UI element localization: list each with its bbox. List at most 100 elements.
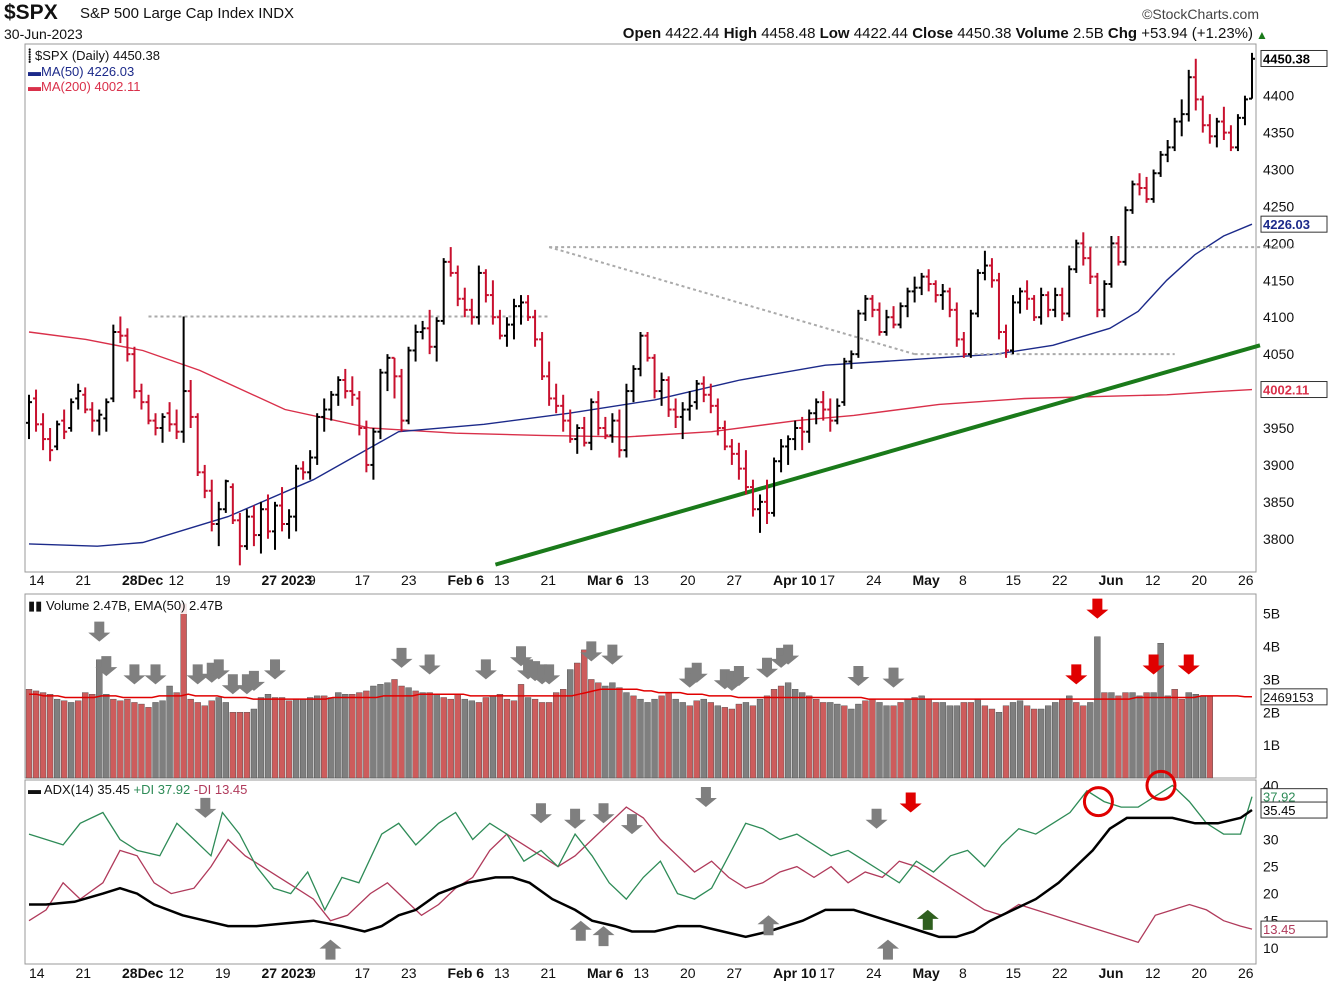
volume-bar: [1108, 692, 1115, 779]
volume-bar: [890, 705, 897, 779]
price-bar: [82, 387, 89, 414]
price-x-tick-label: 19: [215, 572, 231, 588]
volume-bar: [799, 692, 806, 779]
volume-bar: [560, 689, 567, 779]
adx-peak-circle-icon: [1145, 769, 1177, 801]
volume-bar: [1101, 692, 1108, 779]
volume-bar: [496, 694, 504, 779]
price-bar: [749, 479, 756, 517]
volume-bar: [939, 702, 946, 779]
volume-bar: [398, 685, 405, 779]
price-bar: [967, 309, 974, 358]
adx-x-tick-label: 20: [680, 965, 696, 981]
price-bar: [1199, 95, 1206, 133]
price-bar: [602, 416, 609, 440]
volume-bar: [953, 705, 960, 779]
adx-gray-up-arrow-icon: [569, 920, 592, 941]
price-bar: [75, 383, 82, 410]
volume-bar: [749, 705, 757, 779]
volume-bar: [468, 700, 475, 779]
downtrend-line: [548, 246, 915, 356]
volume-bar: [841, 705, 848, 779]
volume-gray-down-arrow-icon: [95, 656, 118, 677]
price-legend-label: $SPX (Daily) 4450.38: [34, 48, 160, 63]
volume-bar: [1178, 698, 1185, 779]
price-x-tick-label: 21: [541, 572, 557, 588]
adx-x-tick-label: 22: [1052, 965, 1068, 981]
volume-bar: [349, 694, 356, 779]
volume-bar: [721, 707, 728, 779]
price-bar: [630, 365, 637, 403]
price-bar: [1087, 247, 1094, 284]
volume-bar: [264, 694, 272, 779]
price-y-tick-label: 4100: [1263, 309, 1294, 325]
price-bar: [876, 302, 883, 336]
price-bar: [110, 324, 117, 403]
volume-bar: [588, 679, 595, 779]
price-bar: [567, 409, 574, 443]
volume-bar: [791, 689, 799, 779]
volume-bar: [1052, 702, 1059, 779]
open-label: Open: [622, 25, 662, 42]
price-bar: [883, 309, 890, 336]
price-bar: [61, 409, 68, 440]
price-bar: [841, 357, 848, 406]
price-bar: [588, 398, 595, 451]
price-bar: [988, 258, 995, 288]
adx-y-tick-label: 10: [1263, 940, 1279, 956]
price-bar: [848, 350, 855, 369]
volume-gray-down-arrow-icon: [207, 659, 230, 680]
adx-x-tick-label: Apr 10: [773, 965, 817, 981]
price-bar: [215, 501, 222, 547]
price-bar: [1080, 232, 1087, 266]
volume-bar: [946, 705, 953, 779]
price-bar: [932, 280, 939, 303]
volume-bar: [475, 702, 482, 779]
volume-bar: [686, 705, 693, 779]
close-label: Close: [912, 25, 954, 42]
volume-bar: [103, 694, 110, 779]
volume-bar: [433, 694, 440, 779]
volume-bar: [869, 698, 876, 779]
volume-bar: [426, 692, 433, 779]
volume-ema-tag-box: [1260, 688, 1328, 706]
price-bar: [433, 317, 440, 362]
volume-gray-down-arrow-icon: [720, 670, 743, 691]
price-bar: [489, 280, 496, 325]
volume-bar: [538, 702, 546, 779]
price-bar: [1122, 206, 1129, 266]
price-y-tick-label: 4200: [1263, 235, 1294, 251]
adx-y-tick-label: 30: [1263, 832, 1279, 848]
price-bar: [742, 450, 749, 495]
price-bar: [609, 413, 616, 443]
price-bar: [714, 398, 721, 436]
volume-bar: [1073, 702, 1080, 779]
price-bar: [981, 250, 988, 281]
price-bar: [1249, 52, 1255, 100]
adx-x-tick-label: Mar 6: [587, 965, 624, 981]
mdi-legend-label: -DI 13.45: [193, 782, 248, 797]
price-bar: [26, 394, 32, 440]
price-y-tick-label: 3900: [1263, 457, 1294, 473]
price-bar: [1066, 265, 1073, 318]
volume-bar: [756, 698, 764, 779]
price-bar: [89, 402, 96, 432]
volume-bar: [876, 702, 883, 779]
adx-gray-down-arrow-icon: [529, 803, 552, 824]
volume-bar: [271, 697, 279, 779]
volume-red-down-arrow-icon: [1065, 664, 1088, 685]
volume-bar: [974, 698, 982, 779]
brand-label[interactable]: ©StockCharts.com: [1142, 6, 1259, 22]
price-bar: [637, 332, 644, 377]
adx-x-tick-label: 8: [959, 965, 967, 981]
index-name: S&P 500 Large Cap Index INDX: [80, 5, 294, 22]
volume-bar: [1059, 698, 1066, 779]
price-bar: [904, 287, 911, 318]
price-x-tick-label: 12: [169, 572, 185, 588]
volume-bar: [46, 694, 54, 779]
volume-bar: [1136, 695, 1143, 779]
volume-bar: [356, 692, 363, 779]
volume-bar: [1066, 695, 1073, 779]
adx-x-tick-label: 14: [29, 965, 45, 981]
